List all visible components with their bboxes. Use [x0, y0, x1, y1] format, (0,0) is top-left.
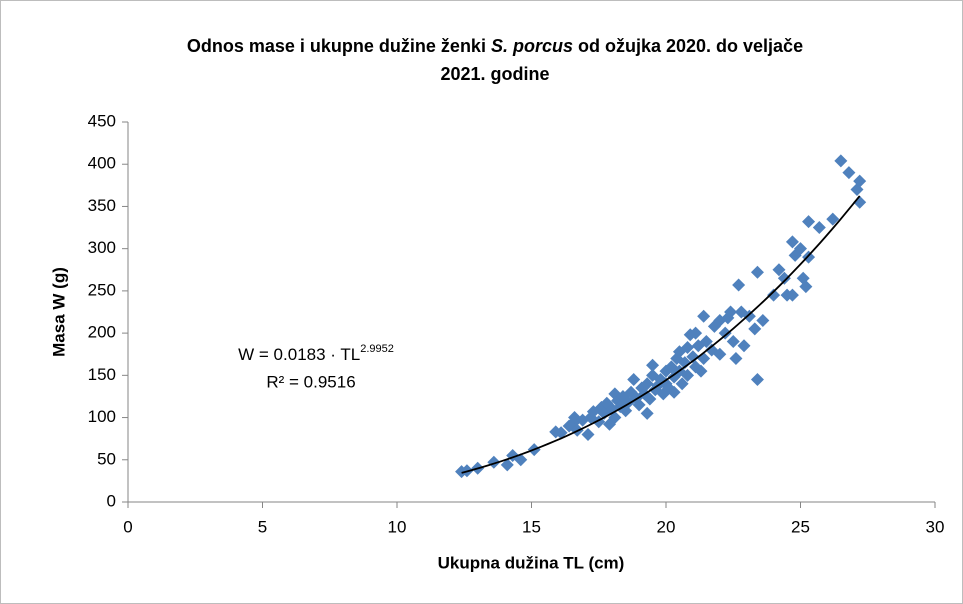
point: [632, 398, 646, 412]
chart-title: Odnos mase i ukupne dužine ženki S. porc…: [187, 36, 803, 56]
y-tick-label: 400: [88, 154, 116, 173]
x-tick-label: 0: [123, 517, 132, 536]
point: [802, 215, 816, 229]
trendline-equation: W = 0.0183 · TL2.9952: [238, 343, 394, 365]
x-tick-label: 15: [522, 517, 541, 536]
point: [681, 340, 695, 354]
point: [697, 309, 711, 323]
equation-exponent: 2.9952: [360, 343, 394, 355]
point: [785, 235, 799, 249]
point: [640, 406, 654, 420]
y-tick-label: 250: [88, 280, 116, 299]
point: [726, 335, 740, 349]
point: [667, 385, 681, 399]
title-part: S. porcus: [491, 36, 573, 56]
point: [794, 242, 807, 256]
y-tick-label: 300: [88, 238, 116, 257]
y-tick-label: 50: [97, 449, 116, 468]
point: [689, 326, 703, 340]
point: [748, 322, 762, 336]
point: [756, 313, 770, 327]
title-part: Odnos mase i ukupne dužine ženki: [187, 36, 491, 56]
y-tick-label: 450: [88, 111, 116, 130]
point: [640, 377, 654, 391]
point: [785, 288, 799, 302]
point: [834, 154, 848, 168]
point: [853, 174, 867, 188]
point: [767, 288, 781, 302]
y-tick-label: 350: [88, 196, 116, 215]
point: [675, 377, 689, 391]
x-tick-label: 20: [657, 517, 676, 536]
point: [694, 364, 708, 378]
trendline: [461, 195, 861, 474]
point: [581, 427, 595, 441]
point: [646, 358, 660, 372]
point: [713, 347, 727, 361]
title-part: od ožujka 2020. do veljače: [573, 36, 803, 56]
point: [724, 305, 738, 319]
chart-title: 2021. godine: [440, 64, 549, 84]
point: [799, 280, 813, 294]
point: [750, 373, 764, 387]
point: [686, 350, 700, 364]
y-tick-label: 100: [88, 407, 116, 426]
x-tick-label: 25: [791, 517, 810, 536]
point: [732, 278, 746, 292]
point: [777, 271, 791, 285]
point: [627, 373, 641, 387]
point: [718, 326, 732, 340]
x-tick-label: 5: [258, 517, 267, 536]
x-tick-label: 10: [388, 517, 407, 536]
y-tick-label: 0: [107, 491, 116, 510]
point: [729, 351, 743, 365]
point: [842, 166, 856, 180]
point: [737, 339, 751, 353]
y-tick-label: 150: [88, 365, 116, 384]
point: [678, 356, 692, 370]
point: [643, 392, 657, 406]
point: [772, 263, 786, 277]
point: [742, 309, 756, 323]
point: [826, 212, 840, 226]
y-axis-title: Masa W (g): [49, 267, 68, 357]
point: [681, 368, 695, 382]
point: [812, 221, 826, 235]
point: [500, 458, 514, 472]
x-axis-title: Ukupna dužina TL (cm): [438, 553, 625, 572]
equation-text: W = 0.0183 · TL: [238, 345, 360, 364]
point: [487, 455, 501, 469]
y-tick-label: 200: [88, 323, 116, 342]
point: [750, 265, 764, 279]
trendline-r2: R² = 0.9516: [266, 372, 355, 391]
x-tick-label: 30: [926, 517, 945, 536]
point: [699, 335, 713, 349]
